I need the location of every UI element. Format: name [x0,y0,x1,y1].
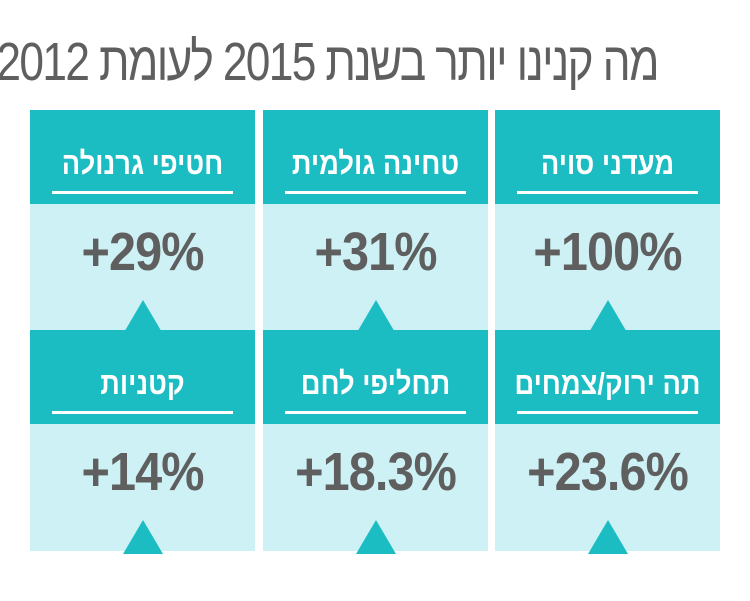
card-header [495,330,720,424]
stat-card: קטניות +14% [30,330,255,554]
card-header [495,110,720,204]
stat-card: חטיפי גרנולה +29% [30,110,255,334]
change-value: +31% [314,222,437,282]
category-label: טחינה גולמית [291,146,460,181]
card-header [263,110,488,204]
card-header [30,110,255,204]
underline-divider [517,411,698,414]
up-triangle-icon [588,520,628,554]
category-label: מעדני סויה [540,146,675,181]
underline-divider [52,191,233,194]
stat-card: טחינה גולמית +31% [263,110,488,334]
change-value: +23.6% [527,442,689,502]
up-triangle-icon [123,520,163,554]
underline-divider [285,191,466,194]
up-triangle-icon [123,300,163,334]
underline-divider [285,411,466,414]
change-value: +14% [81,442,204,502]
card-header [30,330,255,424]
change-value: +29% [81,222,204,282]
underline-divider [52,411,233,414]
underline-divider [517,191,698,194]
stat-card: תה ירוק/צמחים +23.6% [495,330,720,554]
up-triangle-icon [356,300,396,334]
category-label: תחליפי לחם [300,366,451,401]
stat-card: תחליפי לחם +18.3% [263,330,488,554]
change-value: +18.3% [295,442,457,502]
up-triangle-icon [588,300,628,334]
card-header [263,330,488,424]
change-value: +100% [533,222,682,282]
category-label: תה ירוק/צמחים [514,366,701,401]
category-label: קטניות [100,366,185,401]
up-triangle-icon [356,520,396,554]
stat-card: מעדני סויה +100% [495,110,720,334]
chart-title: מה קנינו יותר בשנת 2015 לעומת 2012 [0,32,660,92]
category-label: חטיפי גרנולה [61,146,224,181]
